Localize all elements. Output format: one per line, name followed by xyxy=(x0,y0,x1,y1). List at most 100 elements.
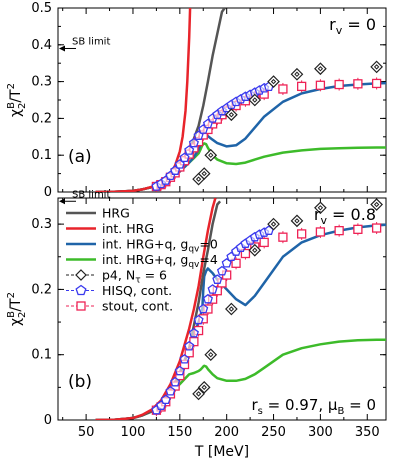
p4-marker xyxy=(370,60,383,74)
legend-entry-hisq: HISQ, cont. xyxy=(66,283,172,298)
stout-marker xyxy=(353,224,363,234)
legend-label-main: HISQ, cont. xyxy=(102,283,172,298)
stout-marker xyxy=(371,223,382,233)
stout-marker xyxy=(334,79,344,90)
x-tick-label: 250 xyxy=(261,425,286,440)
p4-point xyxy=(192,387,205,401)
p4-marker-inner xyxy=(201,384,207,391)
p4-marker xyxy=(290,67,304,81)
p4-point xyxy=(197,167,211,180)
p4-marker-inner xyxy=(252,247,258,253)
annotation2-c: = 0 xyxy=(344,396,376,414)
stout-point xyxy=(259,236,269,249)
stout-point xyxy=(278,231,288,244)
legend-label: int. HRG+q, gqv=0 xyxy=(102,237,218,255)
annotation2-bsub: B xyxy=(337,406,344,417)
stout-marker xyxy=(297,81,307,92)
y-label-sup2: 2 xyxy=(6,292,17,298)
p4-marker-inner xyxy=(294,218,300,224)
p4-marker-inner xyxy=(228,112,235,118)
x-tick-label: 150 xyxy=(167,425,192,440)
y-label-sup: B xyxy=(6,102,17,109)
x-tick-label: 100 xyxy=(121,425,146,440)
p4-marker xyxy=(314,201,327,215)
stout-marker xyxy=(334,225,344,236)
annotation-rv: rv = 0 xyxy=(329,15,376,37)
legend-label: stout, cont. xyxy=(102,299,173,314)
stout-point xyxy=(371,77,382,90)
p4-marker xyxy=(290,214,304,228)
p4-point xyxy=(225,302,238,316)
stout-marker xyxy=(315,80,326,90)
stout-point xyxy=(231,257,241,270)
stout-marker xyxy=(278,84,288,94)
stout-point xyxy=(353,77,363,90)
stout-marker xyxy=(240,248,251,259)
legend-swatch-square xyxy=(76,301,86,311)
y-tick-label: 0.5 xyxy=(31,1,52,16)
p4-marker-inner xyxy=(208,152,214,158)
markers xyxy=(151,198,383,417)
hisq-marker xyxy=(179,152,190,163)
legend-label-main: HRG xyxy=(102,206,130,221)
stout-marker xyxy=(315,227,326,237)
x-tick-label: 350 xyxy=(355,425,380,440)
plot-frame xyxy=(57,197,387,421)
stout-point xyxy=(353,223,363,236)
hisq-marker xyxy=(202,293,213,304)
stout-point xyxy=(240,247,251,260)
hisq-marker xyxy=(179,353,190,364)
hisq-marker xyxy=(174,365,185,376)
y-label-rest: /T xyxy=(8,89,24,103)
annotation-sub: v xyxy=(320,214,327,227)
p4-point xyxy=(204,348,218,362)
stout-point xyxy=(297,80,307,93)
stout-marker xyxy=(231,258,241,268)
y-tick-label: 0 xyxy=(44,185,52,200)
legend-entry-hrg: HRG xyxy=(66,206,130,221)
y-label-sup2: 2 xyxy=(6,83,17,89)
annotation2-a: r xyxy=(251,396,258,414)
stout-point xyxy=(334,78,344,91)
stout-point xyxy=(334,224,344,237)
annotation-rv: rv = 0.8 xyxy=(314,205,376,227)
hisq-marker xyxy=(216,265,228,276)
y-label-sub: 2 xyxy=(17,312,28,318)
p4-point xyxy=(267,217,280,231)
p4-marker-inner xyxy=(294,71,300,77)
stout-point xyxy=(297,227,307,240)
annotation-sub: v xyxy=(336,24,343,37)
p4-point xyxy=(290,67,304,81)
hisq-marker xyxy=(165,385,176,396)
y-tick-label: 0.2 xyxy=(31,111,52,126)
p4-marker xyxy=(225,302,238,316)
annotation-main: r xyxy=(314,205,321,224)
sb-limit-label: SB limit xyxy=(72,36,110,47)
x-tick-label: 200 xyxy=(214,425,239,440)
hisq-marker xyxy=(212,274,223,284)
stout-marker xyxy=(371,78,382,89)
p4-point xyxy=(204,148,218,162)
p4-marker xyxy=(267,217,280,231)
y-tick-label: 0.1 xyxy=(31,148,52,163)
hisq-marker xyxy=(188,137,199,148)
y-label-main: χ xyxy=(8,109,24,117)
annotation2-asub: s xyxy=(258,406,263,417)
legend-label-main: int. HRG+q, g xyxy=(102,252,188,267)
legend-label-main: int. HRG+q, g xyxy=(102,237,188,252)
p4-marker xyxy=(225,108,238,122)
y-tick-label: 0.3 xyxy=(31,217,52,232)
x-tick-label: 50 xyxy=(78,425,95,440)
p4-marker xyxy=(197,167,211,180)
y-axis-label: χB2/T2 xyxy=(6,83,28,117)
y-tick-label: 0.3 xyxy=(31,75,52,90)
hisq-marker xyxy=(170,376,181,387)
sb-limit-arrow-head xyxy=(59,45,65,52)
p4-point xyxy=(290,214,304,228)
markers xyxy=(151,60,383,192)
legend-entry-p4: p4, Nτ = 6 xyxy=(66,268,167,286)
panel-label: (b) xyxy=(68,372,92,392)
p4-marker xyxy=(248,93,262,107)
